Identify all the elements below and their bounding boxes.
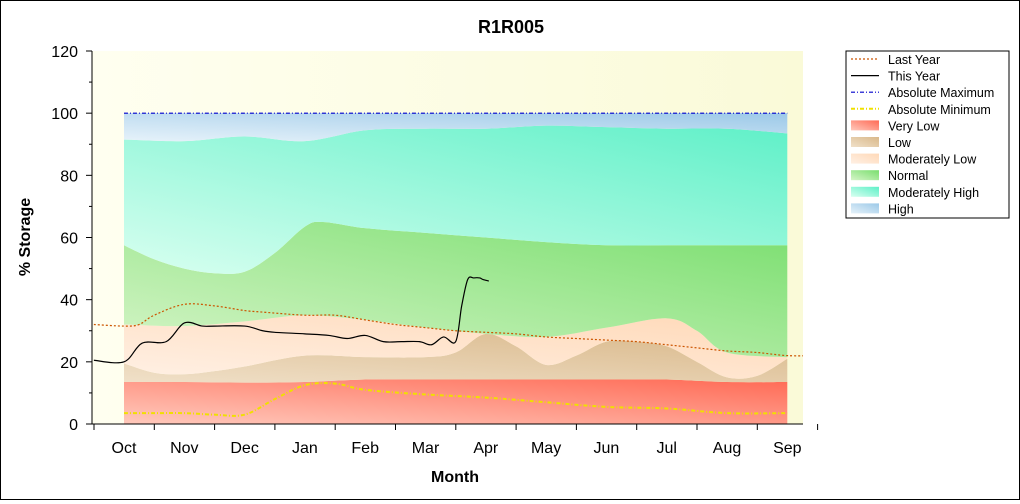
x-tick-label: Jul [656, 440, 676, 457]
x-tick-label: Aug [713, 440, 741, 457]
legend-label-normal: Normal [888, 169, 928, 183]
y-tick-label: 80 [60, 168, 78, 185]
series-absolute-minimum [124, 382, 788, 417]
legend-swatch-moderately-low [851, 153, 879, 164]
y-tick-label: 0 [69, 417, 78, 434]
percentile-bands [124, 113, 788, 424]
x-tick-label: Apr [473, 440, 499, 457]
legend-swatch-normal [851, 170, 879, 181]
legend-label-absolute-maximum: Absolute Maximum [888, 86, 994, 100]
legend-swatch-low [851, 137, 879, 147]
series-this-year [93, 276, 489, 364]
legend-label-this-year: This Year [888, 70, 940, 84]
band-very-low [124, 379, 788, 424]
y-tick-label: 100 [51, 106, 78, 123]
y-tick-label: 20 [60, 355, 78, 372]
band-moderately-high [124, 125, 788, 274]
x-axis-label: Month [431, 469, 479, 486]
chart-title: R1R005 [478, 17, 544, 37]
x-tick-label: Mar [412, 440, 440, 457]
x-tick-label: Jun [594, 440, 620, 457]
y-axis-label: % Storage [17, 198, 34, 276]
band-normal [124, 221, 788, 358]
legend-label-low: Low [888, 136, 912, 150]
x-tick-label: Jan [292, 440, 318, 457]
x-tick-label: Sep [773, 440, 802, 457]
x-tick-label: May [531, 440, 561, 457]
legend: Last Year This Year Absolute Maximum Absolu… [845, 50, 1010, 219]
legend-label-moderately-high: Moderately High [888, 186, 979, 200]
legend-label-absolute-minimum: Absolute Minimum [888, 103, 991, 117]
legend-swatch-very-low [851, 120, 879, 131]
axes: 0 20 40 60 80 100 120 Oct Nov Dec Jan Feb Mar Apr May J… [51, 44, 819, 457]
x-tick-label: Oct [112, 440, 137, 457]
y-tick-label: 60 [60, 231, 78, 248]
x-tick-label: Nov [170, 440, 198, 457]
series-last-year [93, 303, 803, 357]
y-tick-label: 120 [51, 44, 78, 61]
x-tick-label: Feb [351, 440, 379, 457]
legend-swatch-moderately-high [851, 186, 879, 197]
x-tick-label: Dec [230, 440, 258, 457]
series-lines [93, 112, 803, 417]
band-high [124, 113, 788, 142]
legend-label-last-year: Last Year [888, 53, 940, 67]
band-moderately-low [124, 315, 788, 379]
legend-label-high: High [888, 202, 914, 216]
legend-label-very-low: Very Low [888, 119, 940, 133]
band-low [124, 333, 788, 383]
legend-swatch-high [851, 203, 879, 214]
legend-label-moderately-low: Moderately Low [888, 153, 977, 167]
y-tick-label: 40 [60, 293, 78, 310]
